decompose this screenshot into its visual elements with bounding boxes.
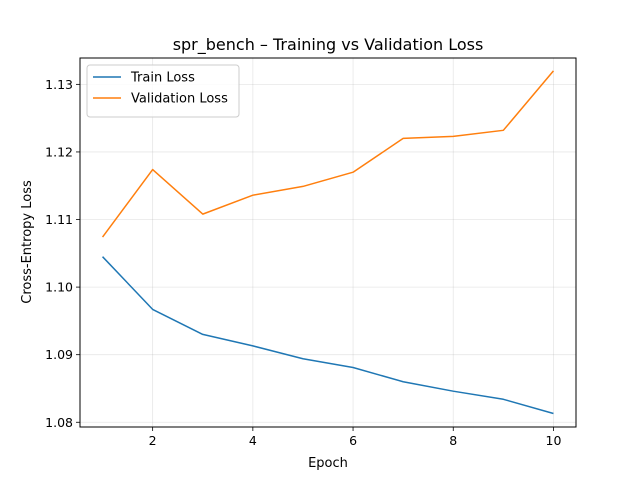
axis-ticks: 2 4 6 8 10 1.08 1.09 1.10 1.11 1.12 1.13 bbox=[45, 77, 561, 448]
legend-label: Validation Loss bbox=[131, 92, 228, 107]
y-tick-label: 1.09 bbox=[45, 347, 73, 362]
x-axis-label: Epoch bbox=[308, 456, 348, 471]
y-axis-label: Cross-Entropy Loss bbox=[20, 180, 35, 304]
x-tick-label: 4 bbox=[249, 433, 257, 448]
y-tick-label: 1.12 bbox=[45, 144, 73, 159]
y-tick-label: 1.08 bbox=[45, 415, 73, 430]
legend-label: Train Loss bbox=[130, 71, 195, 86]
y-tick-label: 1.10 bbox=[45, 280, 73, 295]
series-lines bbox=[101, 70, 555, 415]
y-tick-label: 1.11 bbox=[45, 212, 73, 227]
series-line-train-loss bbox=[102, 256, 554, 415]
chart-title: spr_bench – Training vs Validation Loss bbox=[173, 35, 484, 55]
x-tick-label: 6 bbox=[349, 433, 357, 448]
legend-box bbox=[86, 64, 240, 118]
y-tick-label: 1.13 bbox=[45, 77, 73, 92]
x-tick-label: 8 bbox=[449, 433, 457, 448]
x-tick-label: 10 bbox=[546, 433, 562, 448]
plot-frame bbox=[79, 57, 577, 428]
series-line-validation-loss bbox=[101, 70, 555, 238]
legend: Train Loss Validation Loss bbox=[86, 64, 240, 118]
x-tick-label: 2 bbox=[149, 433, 157, 448]
grid bbox=[80, 58, 576, 427]
